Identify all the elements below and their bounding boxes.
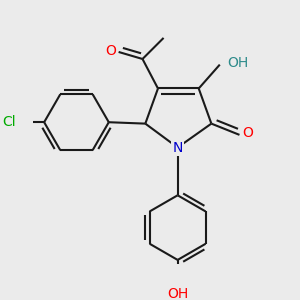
Text: OH: OH bbox=[227, 56, 249, 70]
Text: OH: OH bbox=[167, 287, 188, 300]
Text: O: O bbox=[105, 44, 116, 58]
Text: O: O bbox=[242, 127, 253, 140]
Text: Cl: Cl bbox=[2, 115, 16, 129]
Text: N: N bbox=[172, 140, 183, 154]
